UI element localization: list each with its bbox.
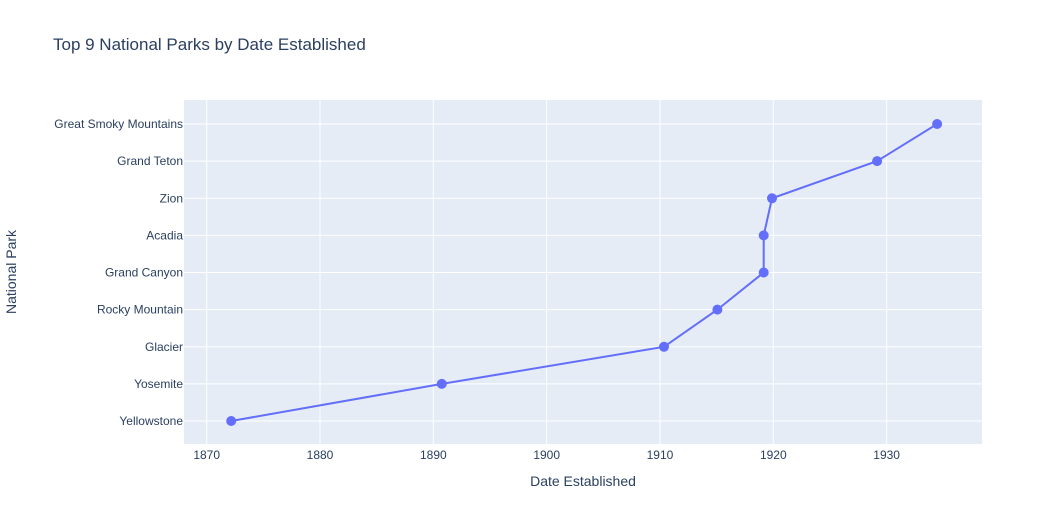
data-point [932, 119, 943, 129]
data-point [872, 156, 883, 167]
data-point [226, 416, 237, 426]
data-point [712, 304, 723, 315]
x-tick-label: 1890 [420, 448, 447, 462]
y-tick-label: Grand Canyon [105, 266, 183, 280]
x-tick-label: 1880 [307, 448, 334, 462]
series-group [226, 119, 943, 426]
y-tick-label: Yellowstone [119, 414, 183, 428]
data-point [659, 341, 669, 352]
y-tick-label: Rocky Mountain [97, 303, 183, 317]
y-tick-label: Great Smoky Mountains [54, 117, 183, 131]
y-tick-label: Yosemite [134, 377, 183, 391]
x-axis-title: Date Established [530, 473, 636, 489]
x-tick-label: 1900 [533, 448, 560, 462]
data-point [436, 378, 447, 389]
y-tick-label: Zion [160, 191, 183, 205]
x-tick-label: 1920 [760, 448, 787, 462]
y-tick-label: Glacier [145, 340, 183, 354]
y-gridlines [184, 123, 982, 422]
chart-title: Top 9 National Parks by Date Established [53, 35, 366, 54]
x-tick-labels: 1870 1880 1890 1900 1910 1920 1930 [193, 448, 900, 462]
data-point [758, 230, 769, 241]
y-axis-title: National Park [3, 229, 19, 314]
y-tick-labels: Yellowstone Yosemite Glacier Rocky Mountain… [54, 117, 183, 428]
x-tick-label: 1870 [193, 448, 220, 462]
data-point [767, 193, 777, 204]
data-point [758, 267, 769, 278]
x-tick-label: 1930 [873, 448, 900, 462]
y-tick-label: Grand Teton [117, 154, 183, 168]
x-tick-label: 1910 [647, 448, 674, 462]
y-tick-label: Acadia [146, 228, 183, 242]
